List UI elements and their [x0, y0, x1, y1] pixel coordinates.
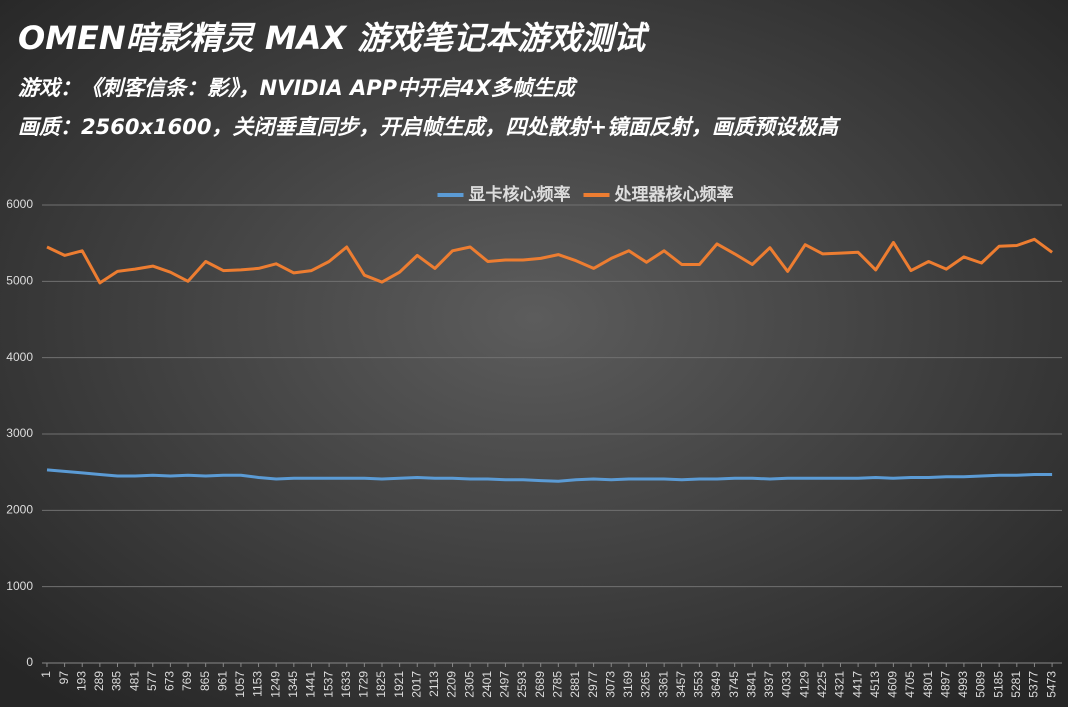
x-tick-label: 1249 — [268, 671, 282, 698]
legend-label: 处理器核心频率 — [614, 184, 734, 205]
x-tick-label: 2209 — [445, 671, 459, 698]
x-tick-label: 2113 — [427, 671, 441, 697]
x-tick-label: 2401 — [480, 671, 494, 698]
x-tick-label: 2497 — [498, 671, 512, 698]
chart-subtitle: 游戏：《刺客信条：影》，NVIDIA APP中开启4X多帧生成 — [18, 76, 578, 100]
y-tick-label: 4000 — [6, 350, 33, 364]
x-tick-label: 1825 — [374, 671, 388, 698]
x-tick-label: 385 — [110, 671, 124, 691]
y-tick-label: 3000 — [6, 426, 33, 440]
x-tick-label: 1153 — [251, 671, 265, 697]
y-tick-label: 5000 — [6, 274, 33, 288]
x-tick-label: 2977 — [586, 671, 600, 698]
x-tick-label: 961 — [215, 671, 229, 691]
x-tick-label: 4513 — [868, 671, 882, 698]
x-tick-label: 2785 — [551, 671, 565, 698]
x-tick-label: 3745 — [727, 671, 741, 698]
x-tick-label: 4417 — [850, 671, 864, 698]
x-tick-label: 481 — [127, 671, 141, 691]
x-tick-label: 3265 — [639, 671, 653, 698]
chart-subtitle: 画质：2560x1600，关闭垂直同步，开启帧生成，四处散射+镜面反射，画质预设… — [18, 115, 842, 139]
x-tick-label: 5281 — [1009, 671, 1023, 698]
x-tick-label: 4993 — [956, 671, 970, 698]
x-tick-label: 3649 — [709, 671, 723, 698]
x-tick-label: 1633 — [339, 671, 353, 698]
x-tick-label: 97 — [57, 671, 71, 685]
x-tick-label: 577 — [145, 671, 159, 691]
x-tick-label: 4321 — [833, 671, 847, 698]
x-tick-label: 4129 — [797, 671, 811, 698]
x-tick-label: 2305 — [462, 671, 476, 698]
x-tick-label: 1 — [39, 671, 53, 678]
x-tick-label: 4705 — [903, 671, 917, 698]
x-tick-label: 3937 — [762, 671, 776, 698]
x-tick-label: 3169 — [621, 671, 635, 698]
x-tick-label: 3073 — [603, 671, 617, 698]
x-tick-label: 1441 — [304, 671, 318, 698]
x-tick-label: 4801 — [921, 671, 935, 698]
x-tick-label: 3457 — [674, 671, 688, 698]
x-tick-label: 2017 — [409, 671, 423, 698]
x-tick-label: 5185 — [991, 671, 1005, 698]
x-tick-label: 5377 — [1027, 671, 1041, 698]
x-tick-label: 3841 — [744, 671, 758, 698]
x-tick-label: 1537 — [321, 671, 335, 698]
legend-label: 显卡核心频率 — [469, 184, 571, 205]
x-tick-label: 673 — [163, 671, 177, 691]
x-tick-label: 289 — [92, 671, 106, 691]
y-tick-label: 6000 — [6, 197, 33, 211]
x-tick-label: 1057 — [233, 671, 247, 698]
x-tick-label: 5473 — [1044, 671, 1058, 698]
x-tick-label: 1921 — [392, 671, 406, 698]
y-tick-label: 2000 — [6, 503, 33, 517]
chart-title: OMEN暗影精灵 MAX 游戏笔记本游戏测试 — [18, 19, 650, 57]
series-line — [46, 237, 1053, 285]
x-tick-label: 5089 — [974, 671, 988, 698]
x-tick-label: 4225 — [815, 671, 829, 698]
x-tick-label: 193 — [74, 671, 88, 691]
x-tick-label: 769 — [180, 671, 194, 691]
x-tick-label: 1729 — [357, 671, 371, 698]
x-tick-label: 4897 — [938, 671, 952, 698]
x-tick-label: 4609 — [886, 671, 900, 698]
x-tick-label: 865 — [198, 671, 212, 691]
series-line — [46, 468, 1053, 483]
x-tick-label: 2881 — [568, 671, 582, 698]
y-tick-label: 1000 — [6, 579, 33, 593]
x-tick-label: 3361 — [656, 671, 670, 698]
x-tick-label: 2689 — [533, 671, 547, 698]
y-tick-label: 0 — [26, 655, 33, 669]
x-tick-label: 2593 — [515, 671, 529, 698]
x-tick-label: 1345 — [286, 671, 300, 698]
x-tick-label: 4033 — [780, 671, 794, 698]
x-tick-label: 3553 — [692, 671, 706, 698]
